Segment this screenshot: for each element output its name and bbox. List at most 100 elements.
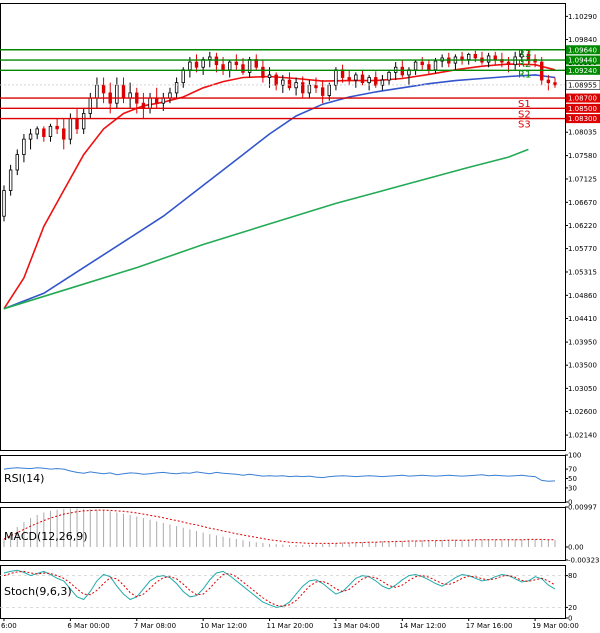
candle-body	[88, 97, 93, 114]
level-price-box-r2	[566, 55, 600, 65]
macd-panel[interactable]: 0.00997 0.00 -0.003235 MACD(12,26,9)	[0, 504, 600, 565]
price-axis-tick-label: 1.08035	[568, 129, 597, 137]
price-axis-tick-label: 1.07580	[568, 152, 597, 160]
candle-body	[234, 61, 239, 66]
candle-body	[188, 61, 192, 71]
level-name-s3: S3	[518, 120, 531, 131]
candle-body	[314, 84, 318, 89]
candle-body	[327, 84, 331, 96]
stoch-frame	[0, 565, 566, 619]
candle-body	[95, 84, 99, 99]
candle-body	[334, 69, 338, 86]
macd-axis-tick-label: 0.00	[568, 544, 584, 552]
time-axis-tick-label: 11 Mar 20:00	[267, 622, 314, 630]
macd-frame	[0, 507, 566, 561]
candle-body	[181, 69, 185, 84]
candle-body	[168, 92, 172, 99]
candle-body	[128, 92, 132, 99]
candle-body	[154, 97, 159, 104]
candle-body	[148, 97, 152, 109]
macd-label: MACD(12,26,9)	[4, 530, 88, 543]
time-axis-tick-label: 13 Mar 04:00	[333, 622, 380, 630]
candle-body	[320, 87, 325, 96]
level-price-label-r2: 1.09440	[568, 57, 597, 65]
candle-body	[75, 118, 79, 130]
last-price-box	[565, 80, 600, 90]
candle-body	[28, 133, 33, 140]
price-axis-tick-label: 1.03050	[568, 385, 597, 393]
candle-body	[267, 74, 272, 78]
price-axis-tick-label: 1.07125	[568, 175, 597, 183]
candle-body	[546, 79, 551, 84]
price-panel[interactable]: 1.102901.098401.093901.089551.080351.075…	[0, 3, 600, 451]
candle-body	[2, 190, 6, 217]
rsi-label: RSI(14)	[4, 472, 44, 485]
stoch-panel[interactable]: 80 20 0 Stoch(9,6,3)	[0, 565, 577, 623]
stoch-axis-tick-label: 20	[568, 604, 577, 612]
level-name-r2: R2	[518, 59, 531, 70]
price-axis-tick-label: 1.03950	[568, 339, 597, 347]
time-axis-tick-label: 6:00	[1, 622, 17, 630]
rsi-axis-tick-label: 100	[568, 452, 581, 460]
moving-average-line-2	[3, 74, 556, 310]
candle-body	[473, 53, 478, 59]
time-axis: 6:00 6 Mar 00:00 7 Mar 08:00 10 Mar 12:00 11…	[1, 618, 579, 630]
candle-body	[513, 56, 517, 66]
stoch-signal-line	[3, 570, 556, 607]
candle-body	[281, 79, 285, 86]
level-name-r1: R1	[518, 69, 531, 80]
candle-body	[194, 61, 199, 68]
moving-average-line-3	[3, 148, 529, 310]
candle-body	[42, 128, 46, 137]
macd-axis-tick-label: 0.00997	[568, 504, 597, 512]
time-axis-tick-label: 7 Mar 08:00	[134, 622, 176, 630]
candle-body	[241, 64, 245, 73]
candle-body	[354, 74, 358, 81]
macd-axis-tick-label: -0.003235	[568, 557, 600, 565]
candle-body	[8, 169, 13, 191]
level-price-label-s2: 1.08500	[568, 105, 597, 113]
time-axis-tick-label: 19 Mar 00:00	[532, 622, 579, 630]
candle-body	[374, 77, 378, 86]
level-price-label-r1: 1.09240	[568, 67, 597, 75]
candle-body	[413, 61, 418, 71]
candle-body	[387, 71, 391, 81]
candle-body	[380, 79, 385, 86]
level-price-box-r3	[566, 45, 600, 55]
candle-body	[221, 64, 225, 71]
price-axis-tick-label: 1.06670	[568, 199, 597, 207]
candle-body	[287, 79, 292, 89]
price-axis-tick-label: 1.03500	[568, 362, 597, 370]
price-axis-tick-label: 1.09840	[568, 36, 597, 44]
candle-body	[228, 61, 232, 71]
candle-body	[307, 84, 312, 94]
candle-body	[55, 125, 59, 130]
price-axis-tick-label: 1.02600	[568, 408, 597, 416]
last-price-label: 1.08955	[568, 81, 597, 89]
stoch-axis-tick-label: 80	[568, 572, 577, 580]
candle-body	[35, 128, 39, 135]
candle-body	[161, 97, 166, 104]
rsi-axis-tick-label: 30	[568, 484, 577, 492]
candle-body	[553, 82, 557, 86]
level-name-s1: S1	[518, 99, 531, 110]
price-axis-tick-label: 1.04410	[568, 315, 597, 323]
time-axis-tick-label: 14 Mar 12:00	[399, 622, 446, 630]
candle-body	[301, 82, 305, 94]
candle-body	[15, 154, 19, 171]
level-price-box-s3	[566, 114, 600, 124]
candle-body	[540, 61, 544, 81]
candle-body	[22, 138, 26, 155]
price-axis-tick-label: 1.04860	[568, 292, 597, 300]
candle-body	[347, 77, 351, 81]
level-price-label-s1: 1.08700	[568, 95, 597, 103]
rsi-axis-tick-label: 0	[568, 499, 572, 507]
price-axis-tick-label: 1.10290	[568, 13, 597, 21]
candle-body	[466, 53, 471, 60]
candle-body	[493, 55, 497, 60]
rsi-frame	[0, 455, 566, 503]
candle-body	[174, 82, 179, 94]
candle-body	[121, 84, 126, 99]
